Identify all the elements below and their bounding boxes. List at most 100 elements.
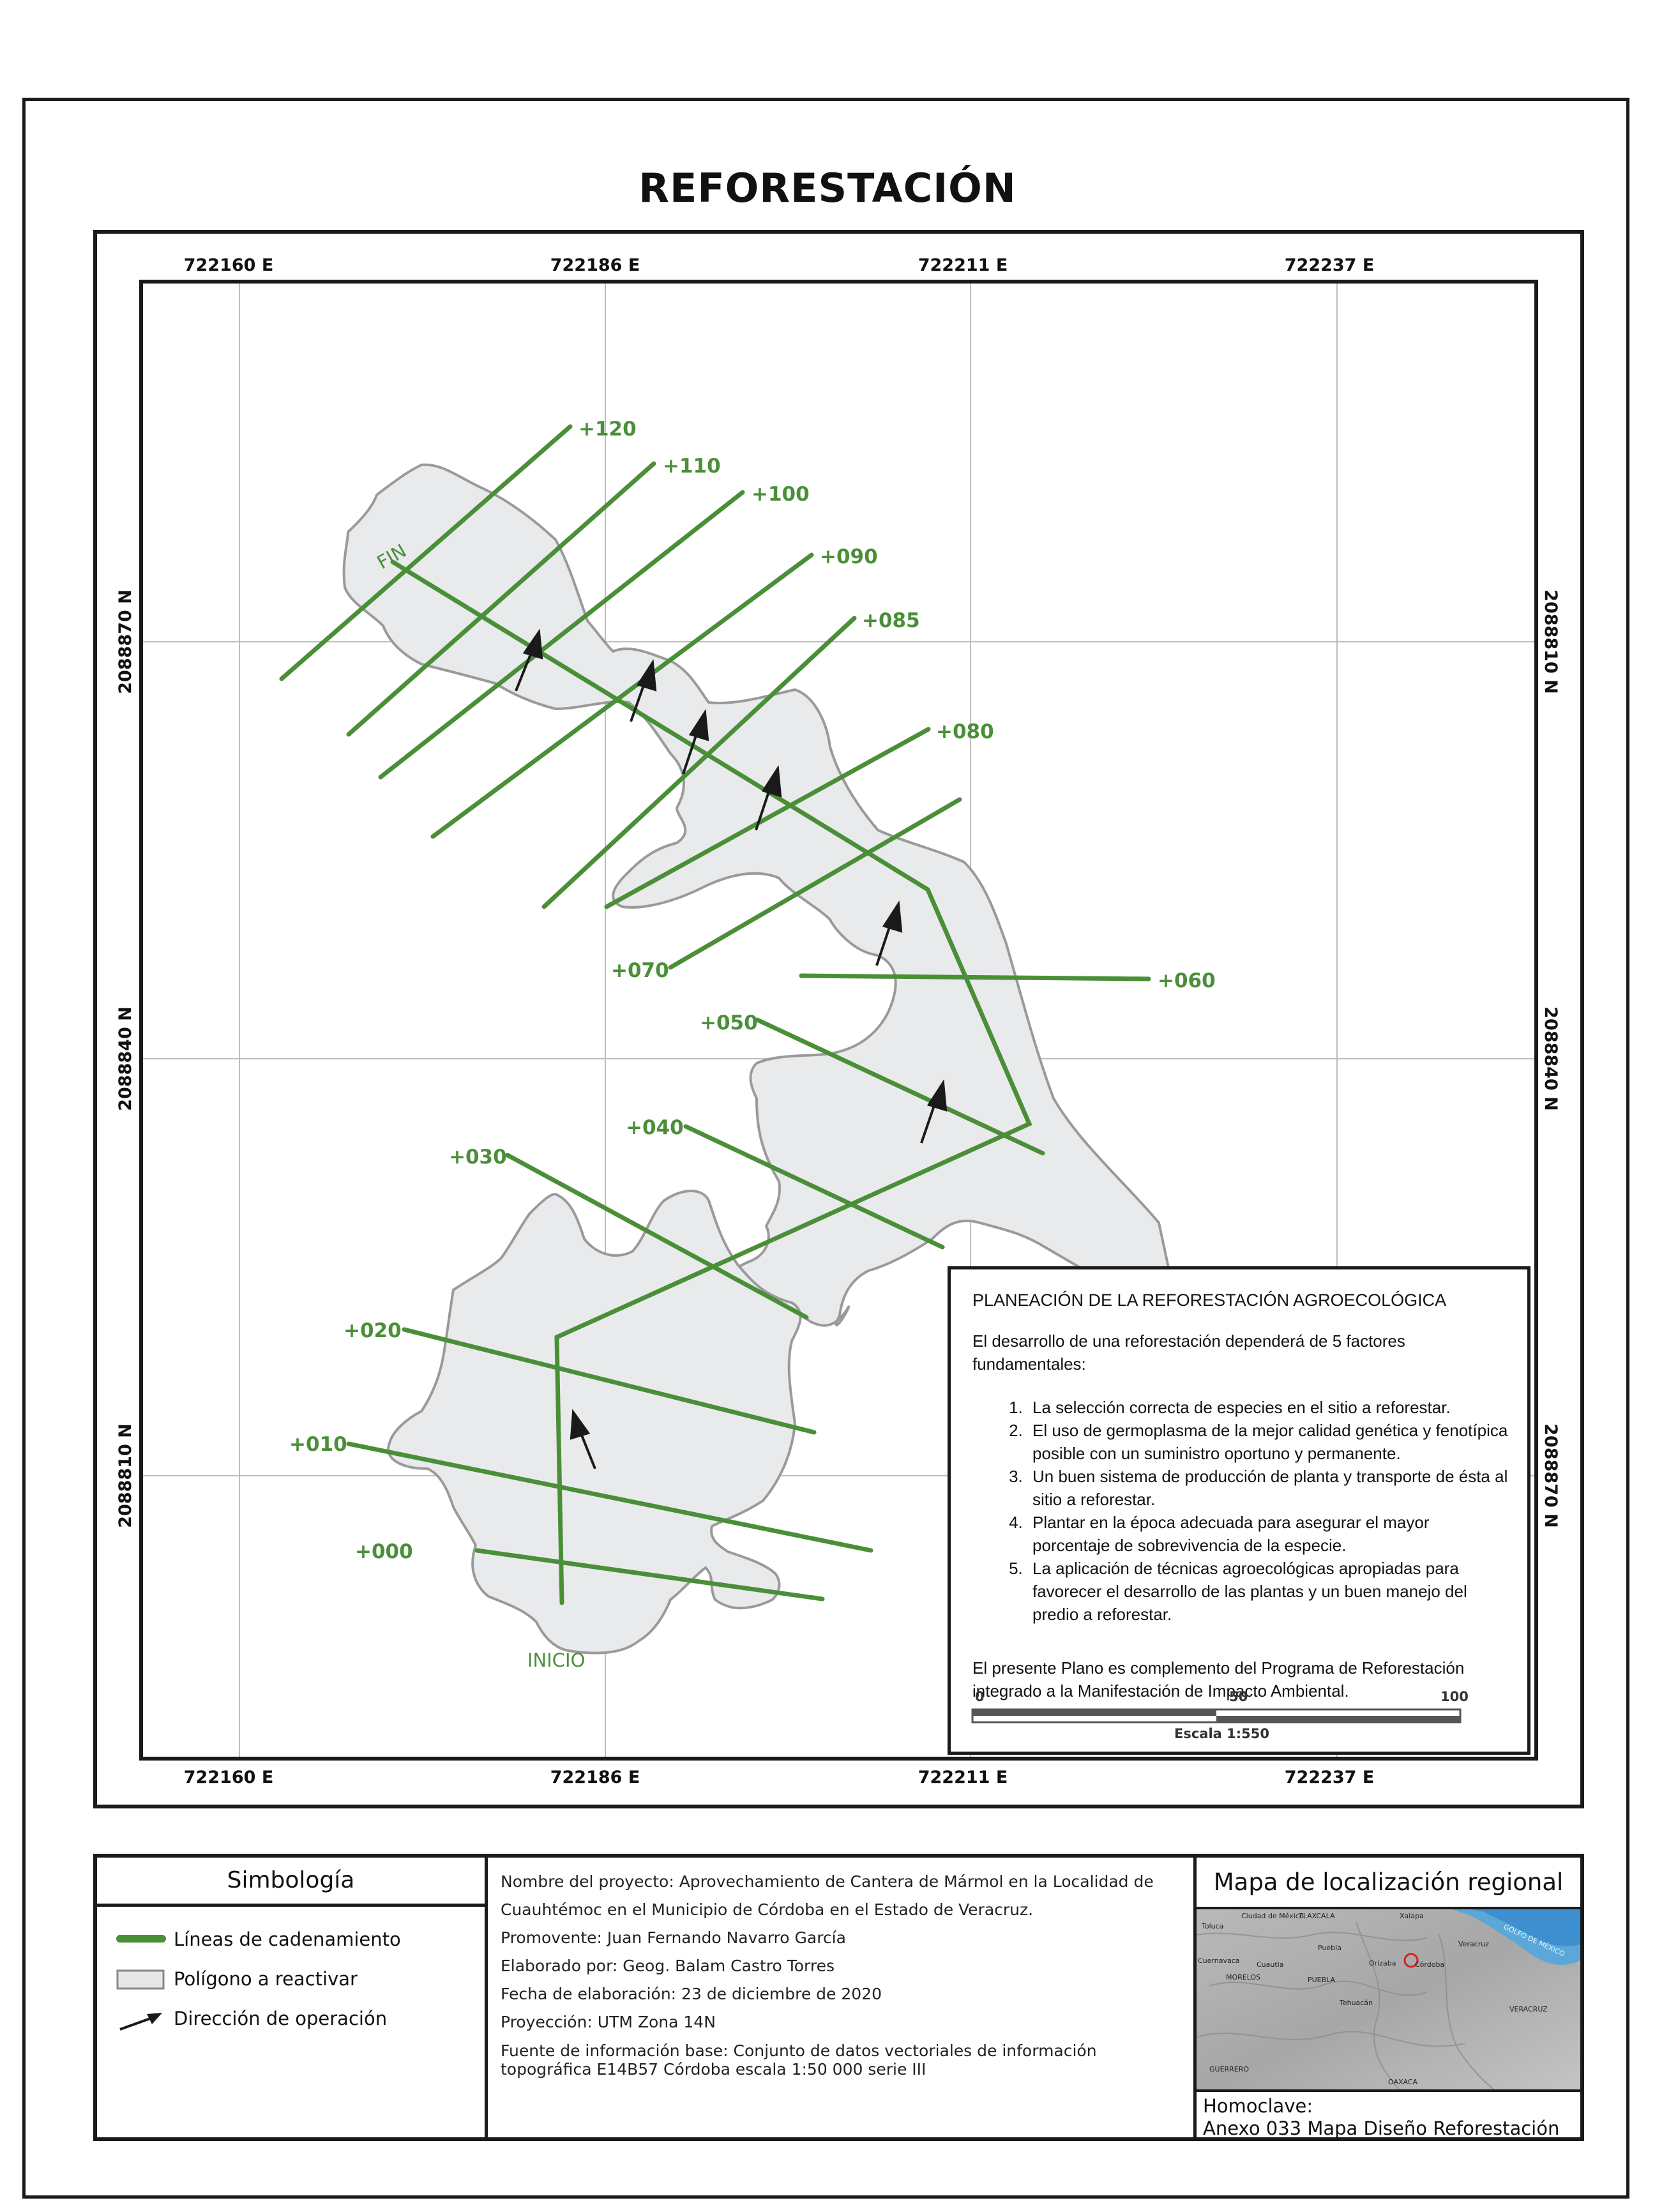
locator-relief-map: Ciudad de México Toluca TLAXCALA Xalapa …: [1197, 1909, 1580, 2089]
chainage-label: +090: [820, 545, 878, 568]
chainage-line-010: [346, 1441, 873, 1553]
locator-place: PUEBLA: [1308, 1976, 1336, 1984]
locator-place: GUERRERO: [1209, 2065, 1249, 2073]
chainage-line-020: [402, 1327, 817, 1435]
polygon-swatch: [116, 1969, 165, 1990]
chainage-label: +050: [700, 1011, 758, 1034]
locator-place: Xalapa: [1400, 1912, 1424, 1920]
chainage-line-080: [604, 727, 931, 909]
notes-item: La aplicación de técnicas agroecológicas…: [1027, 1557, 1511, 1626]
green-line-swatch: [116, 1935, 166, 1943]
easting-labels-bottom: 722160 E 722186 E 722211 E 722237 E: [184, 1768, 1375, 1787]
regional-locator: Mapa de localización regional: [1197, 1858, 1580, 2140]
legend-item-label: Dirección de operación: [174, 2008, 388, 2029]
northing-labels-right: 2088810 N 2088840 N 2088870 N: [1541, 589, 1561, 1528]
fecha-elaboracion: Fecha de elaboración: 23 de diciembre de…: [501, 1985, 882, 2003]
proyeccion: Proyección: UTM Zona 14N: [501, 2013, 716, 2031]
easting-label: 722237 E: [1285, 1768, 1375, 1787]
northing-label: 2088870 N: [116, 589, 135, 694]
locator-place: Cuernavaca: [1198, 1957, 1240, 1965]
chainage-label: +085: [862, 609, 920, 632]
chainage-label: +020: [344, 1319, 402, 1342]
chainage-line-070: [668, 797, 962, 970]
chainage-line-100: [378, 490, 745, 780]
start-label: INICIO: [527, 1649, 585, 1671]
northing-label: 2088870 N: [1541, 1423, 1561, 1528]
notes-footer: El presente Plano es complemento del Pro…: [972, 1658, 1465, 1701]
project-info: Nombre del proyecto: Aprovechamiento de …: [488, 1858, 1197, 2137]
locator-place: VERACRUZ: [1509, 2005, 1548, 2013]
sheet-border: [22, 98, 1629, 2199]
locator-place: OAXACA: [1388, 2078, 1418, 2086]
notes-item: Un buen sistema de producción de planta …: [1027, 1465, 1511, 1511]
locator-place: Ciudad de México: [1241, 1912, 1304, 1920]
chainage-centerline: [390, 559, 1032, 1605]
northing-label: 2088840 N: [1541, 1006, 1561, 1111]
easting-label: 722160 E: [184, 1768, 274, 1787]
scale-tick-label: 50: [1229, 1689, 1248, 1704]
easting-label: 722237 E: [1285, 255, 1375, 275]
notes-box: PLANEACIÓN DE LA REFORESTACIÓN AGROECOLÓ…: [948, 1266, 1530, 1755]
locator-title: Mapa de localización regional: [1213, 1868, 1564, 1896]
chainage-label: +110: [663, 455, 721, 478]
notes-list: La selección correcta de especies en el …: [972, 1396, 1511, 1626]
chainage-label: +060: [1158, 969, 1216, 992]
chainage-label: +030: [449, 1146, 507, 1169]
notes-title: PLANEACIÓN DE LA REFORESTACIÓN AGROECOLÓ…: [972, 1291, 1447, 1310]
chainage-label: +100: [752, 483, 810, 506]
legend-item-polygon: Polígono a reactivar: [116, 1963, 474, 1995]
northing-label: 2088810 N: [116, 1423, 135, 1528]
map-title: REFORESTACIÓN: [639, 165, 1016, 211]
chainage-label: +040: [626, 1116, 684, 1139]
elaborado-por: Elaborado por: Geog. Balam Castro Torres: [501, 1957, 835, 1975]
direction-arrow: [515, 628, 543, 692]
bottom-panel: Simbología Líneas de cadenamiento Polígo…: [93, 1854, 1584, 2141]
chainage-line-030: [505, 1153, 809, 1320]
project-name: Nombre del proyecto: Aprovechamiento de …: [501, 1872, 1154, 1919]
locator-place: Orizaba: [1369, 1959, 1396, 1967]
chainage-label: +000: [355, 1540, 413, 1563]
direction-arrow: [920, 1079, 948, 1144]
legend-item-chainage-lines: Líneas de cadenamiento: [116, 1923, 474, 1955]
scale-bar-graphic: [971, 1708, 1462, 1723]
notes-intro: El desarrollo de una reforestación depen…: [972, 1331, 1405, 1374]
operation-direction-arrows: [515, 628, 948, 1469]
legend-title: Simbología: [97, 1858, 485, 1907]
easting-label: 722211 E: [918, 1768, 1008, 1787]
legend-item-label: Líneas de cadenamiento: [174, 1928, 401, 1950]
chainage-label: +010: [289, 1433, 347, 1456]
scale-tick-label: 0: [975, 1689, 985, 1704]
chainage-line-000: [474, 1548, 825, 1602]
polygon-to-reactivate-south: [387, 1190, 802, 1655]
chainage-line-040: [683, 1124, 945, 1250]
legend-item-label: Polígono a reactivar: [174, 1968, 358, 1990]
locator-place: Puebla: [1318, 1944, 1341, 1952]
direction-arrow: [682, 709, 709, 775]
chainage-label: +080: [936, 720, 994, 743]
easting-label: 722186 E: [550, 1768, 640, 1787]
easting-label: 722160 E: [184, 255, 274, 275]
locator-map: Ciudad de México Toluca TLAXCALA Xalapa …: [1197, 1907, 1580, 2092]
homoclave: Homoclave: Anexo 033 Mapa Diseño Refores…: [1203, 2095, 1580, 2140]
locator-place: Toluca: [1201, 1922, 1223, 1930]
chainage-line-085: [541, 616, 857, 909]
chainage-line-090: [430, 552, 814, 839]
legend: Simbología Líneas de cadenamiento Polígo…: [97, 1858, 488, 2137]
homoclave-value: Anexo 033 Mapa Diseño Reforestación: [1203, 2117, 1560, 2139]
legend-item-direction: Dirección de operación: [116, 2003, 474, 2034]
chainage-line-120: [279, 424, 573, 681]
northing-label: 2088810 N: [1541, 589, 1561, 694]
easting-labels-top: 722160 E 722186 E 722211 E 722237 E: [184, 255, 1375, 275]
fuente-informacion: Fuente de información base: Conjunto de …: [501, 2042, 1097, 2079]
chainage-labels: +120 +110 +100 +090 +085 +080 +070 +060 …: [289, 418, 1216, 1563]
notes-item: La selección correcta de especies en el …: [1027, 1396, 1511, 1419]
locator-place: Tehuacán: [1339, 1999, 1373, 2007]
northing-labels-left: 2088870 N 2088840 N 2088810 N: [116, 589, 135, 1528]
locator-place: Cuautla: [1257, 1960, 1283, 1969]
easting-label: 722211 E: [918, 255, 1008, 275]
locator-place: MORELOS: [1226, 1973, 1260, 1981]
chainage-lines: [279, 424, 1151, 1605]
map-frame: [93, 230, 1584, 1808]
locator-place: Veracruz: [1458, 1940, 1489, 1948]
notes-item: Plantar en la época adecuada para asegur…: [1027, 1511, 1511, 1557]
